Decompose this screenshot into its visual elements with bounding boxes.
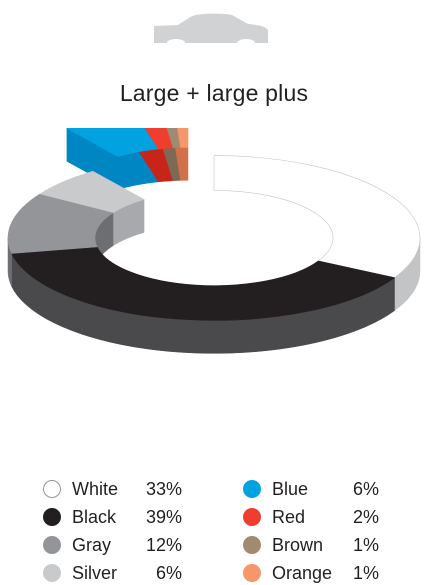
slice-blue: [66, 128, 159, 157]
legend-value-brown: 1%: [352, 535, 379, 555]
legend-value-blue: 6%: [352, 479, 379, 499]
legend-swatch-orange: [243, 564, 261, 582]
legend-value-orange: 1%: [352, 563, 379, 583]
legend-swatch-blue: [243, 480, 261, 498]
legend-label-white: White: [72, 479, 119, 499]
legend-value-white: 33%: [145, 479, 182, 499]
legend-value-black: 39%: [145, 507, 182, 527]
donut-chart: [7, 128, 421, 354]
legend-label-silver: Silver: [72, 563, 118, 583]
legend-swatch-silver: [43, 564, 61, 582]
legend-swatch-white: [43, 480, 61, 498]
legend-value-red: 2%: [352, 507, 379, 527]
legend-swatch-black: [43, 508, 61, 526]
legend-value-silver: 6%: [155, 563, 182, 583]
legend-label-brown: Brown: [272, 535, 324, 555]
legend-swatch-gray: [43, 536, 61, 554]
chart-title: Large + large plus: [119, 80, 309, 106]
car-silhouette-icon: [154, 13, 268, 47]
slice-inner-wall-orange: [180, 147, 189, 181]
legend-value-gray: 12%: [145, 535, 182, 555]
legend-swatch-red: [243, 508, 261, 526]
legend-label-black: Black: [72, 507, 117, 527]
slice-orange: [177, 128, 189, 148]
slice-silver: [39, 171, 145, 213]
slice-white: [213, 155, 421, 279]
legend-label-orange: Orange: [272, 563, 333, 583]
legend-swatch-brown: [243, 536, 261, 554]
legend-label-blue: Blue: [272, 479, 309, 499]
slice-black: [11, 246, 396, 321]
legend-label-red: Red: [272, 507, 306, 527]
legend-label-gray: Gray: [72, 535, 112, 555]
